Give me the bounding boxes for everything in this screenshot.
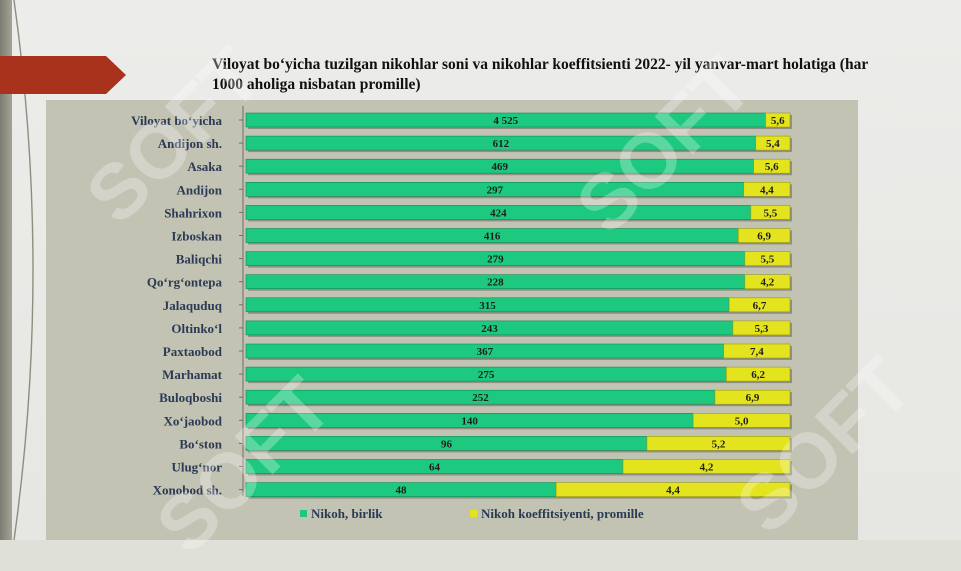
category-label: Qo‘rg‘ontepa (147, 275, 223, 290)
data-label-koeffitsiyent: 5,6 (765, 161, 779, 173)
legend-label-nikoh: Nikoh, birlik (311, 506, 383, 521)
data-label-nikoh: 279 (487, 254, 504, 266)
data-label-nikoh: 315 (479, 300, 496, 312)
category-label: Jalaquduq (163, 298, 223, 313)
data-label-nikoh: 612 (493, 138, 510, 150)
data-label-koeffitsiyent: 5,3 (755, 323, 769, 335)
data-label-koeffitsiyent: 5,0 (735, 415, 749, 427)
data-label-koeffitsiyent: 6,9 (746, 392, 760, 404)
bar-koeffitsiyent (765, 112, 791, 128)
data-label-koeffitsiyent: 5,5 (761, 254, 775, 266)
data-label-nikoh: 469 (492, 161, 509, 173)
category-label: Viloyat bo‘yicha (131, 113, 222, 128)
title-arrow-icon (0, 56, 126, 94)
data-label-nikoh: 424 (490, 207, 507, 219)
category-label: Izboskan (171, 229, 222, 244)
category-label: Shahrixon (164, 205, 223, 220)
bar-koeffitsiyent (728, 297, 791, 313)
legend-label-koeffitsiyent: Nikoh koeffitsiyenti, promille (481, 506, 644, 521)
bar-koeffitsiyent (723, 343, 791, 359)
category-label: Andijon sh. (158, 136, 222, 151)
data-label-nikoh: 297 (487, 184, 504, 196)
legend-swatch-koeffitsiyent (470, 510, 477, 517)
data-label-nikoh: 252 (472, 392, 489, 404)
data-label-koeffitsiyent: 7,4 (750, 346, 764, 358)
data-label-nikoh: 64 (429, 462, 441, 474)
chart-panel: Viloyat bo‘yicha 4 525 5,6 Andijon sh. 612 5,… (46, 100, 858, 540)
data-label-koeffitsiyent: 5,2 (712, 438, 726, 450)
bar-koeffitsiyent (714, 389, 791, 405)
category-label: Baliqchi (176, 252, 223, 267)
bar-koeffitsiyent (555, 482, 791, 497)
data-label-koeffitsiyent: 4,4 (666, 485, 680, 497)
bar-koeffitsiyent (744, 251, 791, 266)
data-label-nikoh: 140 (461, 415, 478, 427)
data-label-nikoh: 416 (484, 231, 501, 243)
bar-koeffitsiyent (726, 366, 791, 382)
bar-koeffitsiyent (750, 205, 791, 220)
data-label-nikoh: 275 (478, 369, 495, 381)
data-label-nikoh: 4 525 (493, 115, 518, 127)
data-label-koeffitsiyent: 4,2 (761, 277, 775, 289)
slide-title: Viloyat bo‘yicha tuzilgan nikohlar soni … (212, 56, 868, 93)
data-label-koeffitsiyent: 6,2 (751, 369, 765, 381)
category-label: Marhamat (162, 367, 223, 382)
data-label-koeffitsiyent: 6,7 (753, 300, 767, 312)
legend-swatch-nikoh (300, 510, 307, 517)
bar-koeffitsiyent (692, 412, 791, 428)
data-label-nikoh: 367 (477, 346, 494, 358)
bar-koeffitsiyent (755, 135, 791, 151)
category-label: Xonobod sh. (153, 483, 222, 498)
bar-koeffitsiyent (732, 320, 791, 336)
data-label-koeffitsiyent: 4,2 (700, 462, 714, 474)
category-label: Bo‘ston (179, 436, 222, 451)
data-label-nikoh: 228 (487, 277, 504, 289)
bar-koeffitsiyent (744, 274, 791, 289)
category-label: Oltinko‘l (171, 321, 222, 336)
data-label-koeffitsiyent: 5,5 (764, 207, 778, 219)
category-label: Xo‘jaobod (163, 413, 222, 428)
bar-koeffitsiyent (622, 459, 791, 474)
data-label-koeffitsiyent: 5,4 (766, 138, 780, 150)
data-label-nikoh: 96 (441, 438, 453, 450)
slide-left-strip (0, 0, 12, 540)
data-label-koeffitsiyent: 6,9 (757, 231, 771, 243)
chart: Viloyat bo‘yicha 4 525 5,6 Andijon sh. 612 5,… (131, 106, 792, 521)
bar-koeffitsiyent (743, 182, 791, 197)
category-label: Ulug‘nor (171, 460, 222, 475)
category-label: Andijon (176, 182, 222, 197)
category-label: Paxtaobod (163, 344, 223, 359)
category-label: Buloqboshi (159, 390, 222, 405)
bar-koeffitsiyent (753, 158, 791, 174)
data-label-koeffitsiyent: 4,4 (760, 184, 774, 196)
data-label-nikoh: 48 (396, 485, 408, 497)
data-label-nikoh: 243 (481, 323, 498, 335)
bar-koeffitsiyent (646, 436, 791, 451)
bar-koeffitsiyent (738, 228, 791, 243)
category-label: Asaka (187, 159, 222, 174)
data-label-koeffitsiyent: 5,6 (771, 115, 785, 127)
